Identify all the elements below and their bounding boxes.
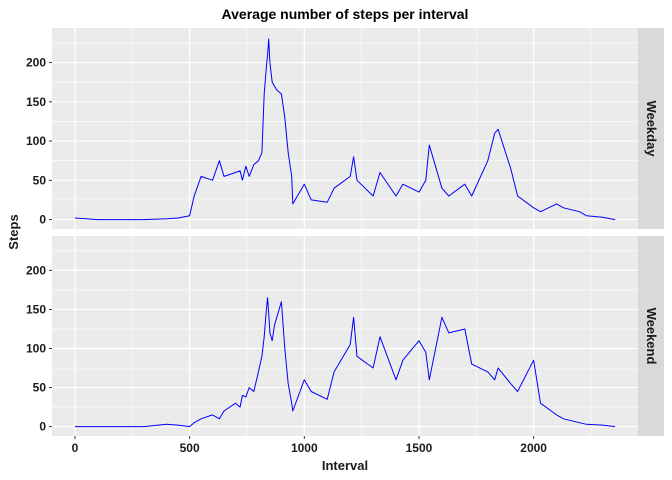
panel-weekday: 0 50 100 150 200 Weekday [26,28,664,229]
y-tick-label: 200 [26,56,46,70]
y-tick-label: 0 [39,420,46,434]
y-tick-label: 200 [26,263,46,277]
series-line-weekday [74,38,616,221]
y-tick-label: 0 [39,213,46,227]
chart-title: Average number of steps per interval [222,6,469,22]
panel-weekend: 0 50 100 150 200 Weekend [26,236,664,436]
panel-background [52,28,638,229]
plot-layer: 0 50 100 150 200 Weekday 0 50 100 150 200 Weekend 0 5… [26,28,664,455]
x-tick-label: 1500 [406,441,433,455]
x-axis-label: Interval [322,458,368,473]
panel-background [52,236,638,436]
y-tick-label: 150 [26,302,46,316]
x-tick-label: 0 [72,441,79,455]
y-tick-label: 100 [26,342,46,356]
y-tick-label: 150 [26,95,46,109]
x-tick-label: 1000 [291,441,318,455]
y-tick-label: 50 [33,381,47,395]
facet-strip [638,28,664,229]
y-tick-label: 100 [26,134,46,148]
y-tick-label: 50 [33,173,47,187]
y-axis-label: Steps [6,214,21,249]
facet-strip-label: Weekend [644,308,659,365]
x-tick-label: 2000 [520,441,547,455]
facet-strip [638,236,664,436]
x-tick-label: 500 [180,441,200,455]
series-line-weekend [74,297,616,428]
facet-strip-label: Weekday [644,100,659,157]
